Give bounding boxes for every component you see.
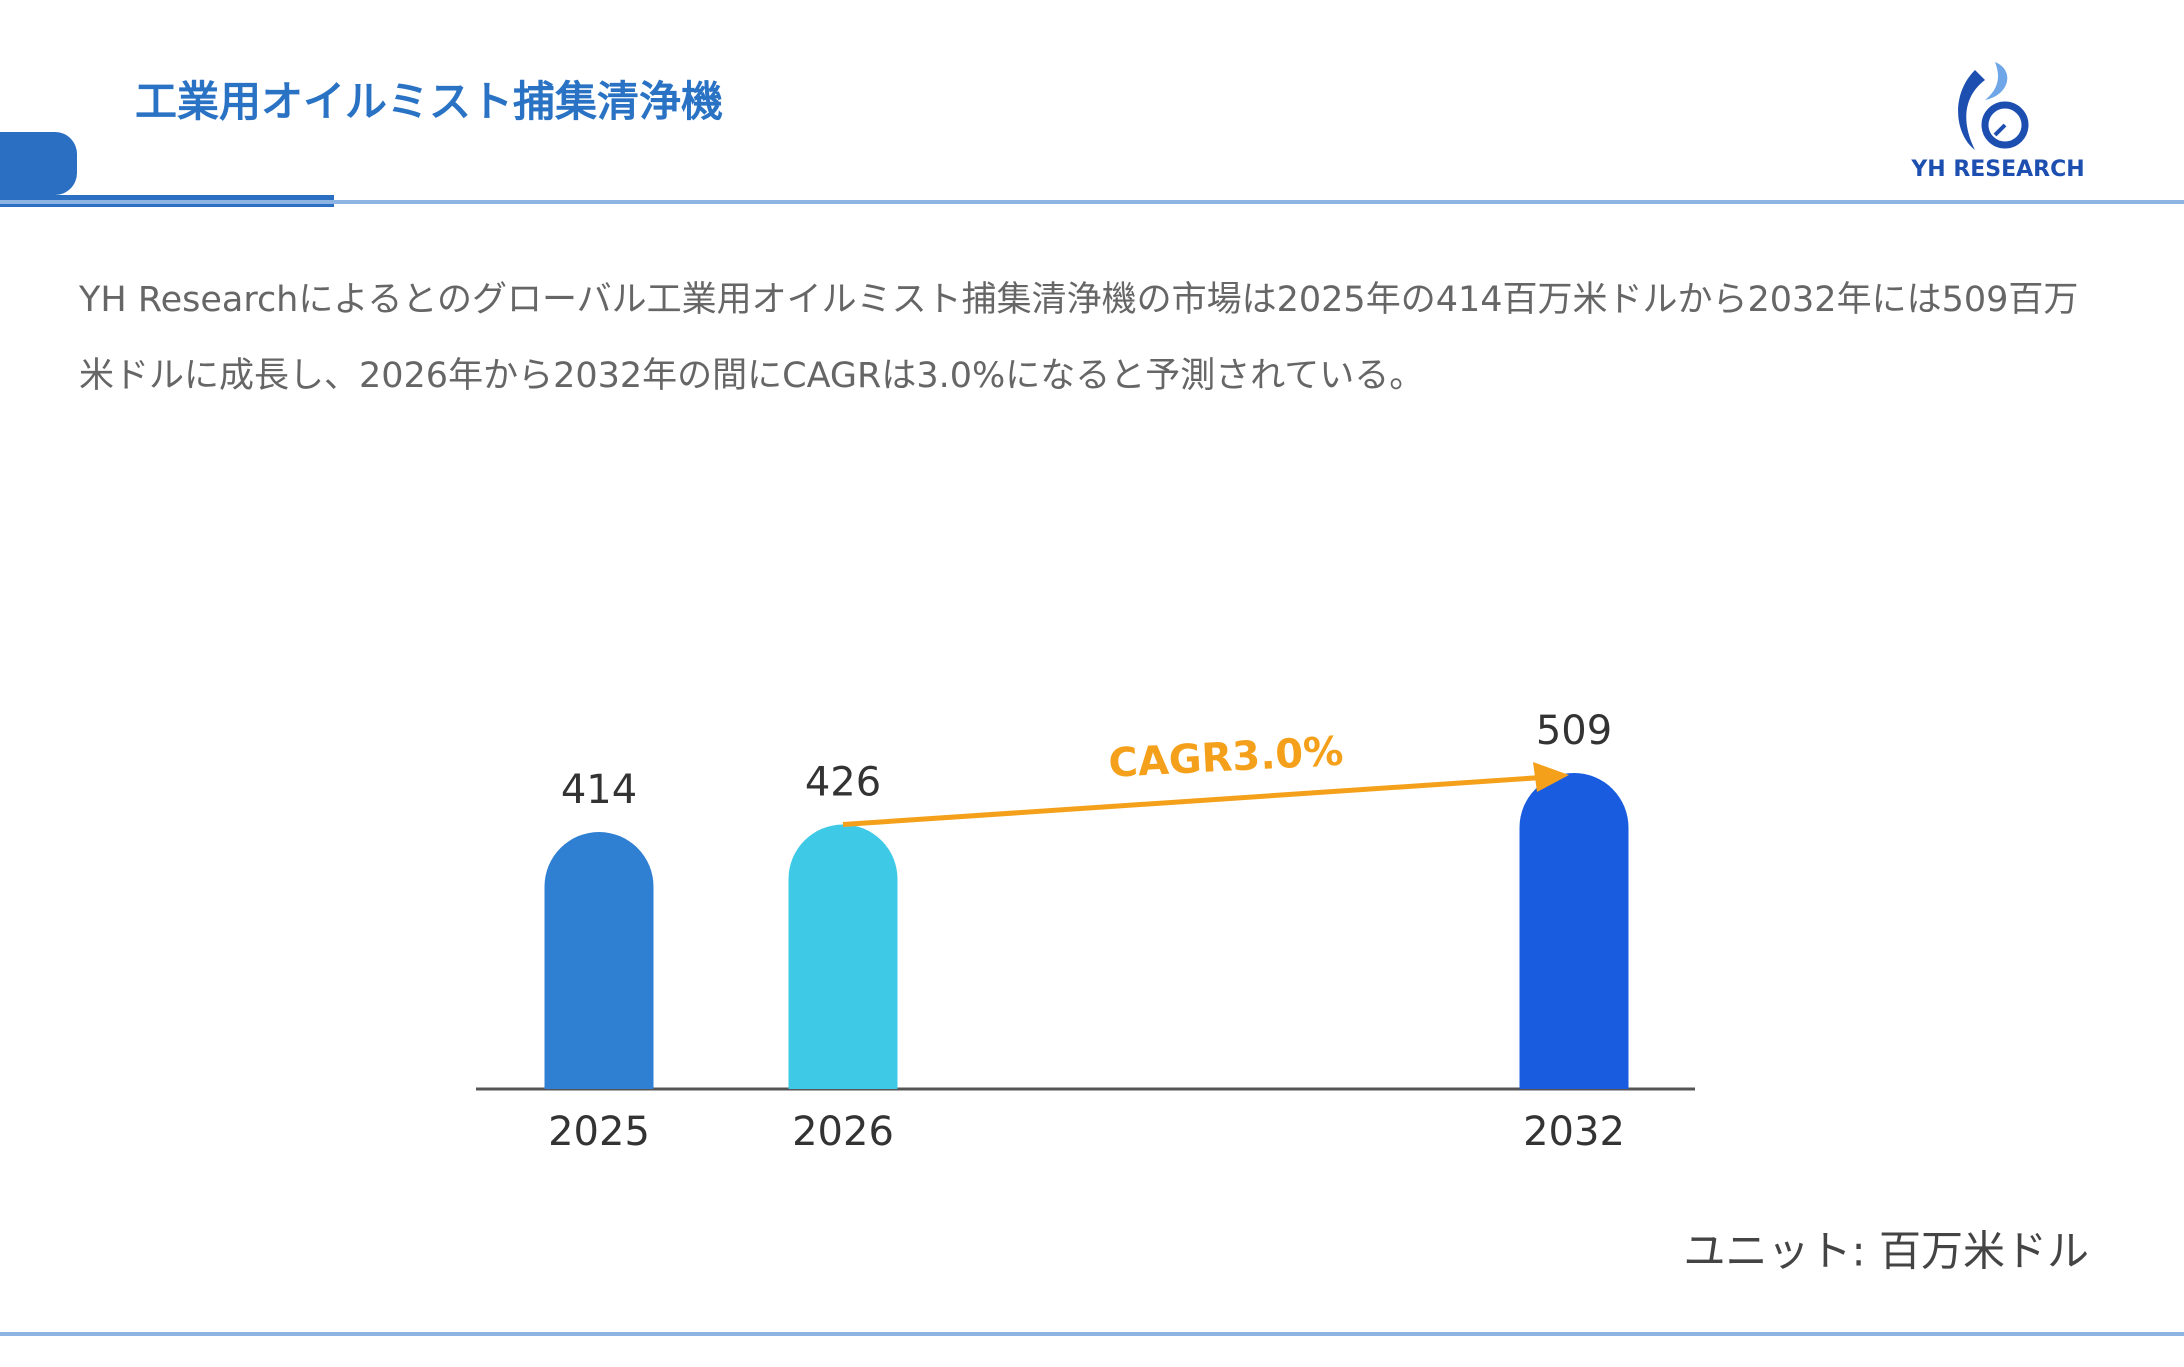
cagr-arrow <box>842 774 1550 828</box>
logo: YH RESEARCH <box>1910 62 2085 182</box>
x-tick-label: 2026 <box>792 1109 894 1155</box>
cagr-label: CAGR3.0% <box>1107 729 1344 787</box>
page-title: 工業用オイルミスト捕集清浄機 <box>135 77 724 126</box>
bar <box>1519 773 1629 1089</box>
unit-label: ユニット: 百万米ドル <box>1683 1227 2089 1276</box>
value-label: 509 <box>1536 708 1612 754</box>
description: YH Researchによるとのグローバル工業用オイルミスト捕集清浄機の市場は2… <box>79 280 2079 396</box>
value-label: 426 <box>805 760 881 806</box>
bar <box>544 832 654 1089</box>
header-tab <box>0 132 77 195</box>
bar <box>788 824 898 1089</box>
value-label: 414 <box>561 767 637 813</box>
logo-text: YH RESEARCH <box>1910 157 2084 182</box>
cagr-arrowhead <box>1533 762 1569 792</box>
x-tick-label: 2025 <box>548 1109 650 1155</box>
x-tick-label: 2032 <box>1523 1109 1625 1155</box>
